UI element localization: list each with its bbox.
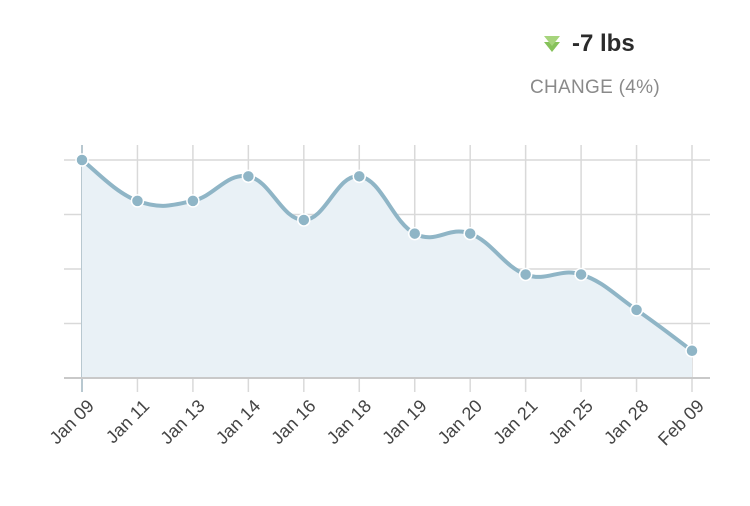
weight-delta-value: -7 lbs [572, 30, 635, 57]
data-point [186, 194, 200, 208]
x-tick-label: Jan 13 [156, 396, 208, 448]
x-tick-label: Jan 14 [212, 396, 264, 448]
delta-row: -7 lbs [540, 30, 635, 58]
x-tick-label: Feb 09 [654, 396, 708, 450]
down-arrow-icon [540, 32, 564, 56]
data-point [463, 226, 477, 241]
x-tick-label: Jan 19 [378, 396, 430, 448]
x-tick-label: Jan 18 [323, 396, 375, 448]
x-tick-label: Jan 11 [102, 396, 153, 447]
x-tick-label: Jan 25 [545, 396, 597, 448]
data-point [574, 267, 588, 282]
change-percent-label: CHANGE (4%) [530, 77, 660, 98]
weight-change-summary: -7 lbs CHANGE (4%) [510, 26, 750, 106]
area-fill [82, 160, 692, 378]
data-point [685, 344, 699, 358]
data-point [75, 153, 89, 167]
data-point [629, 303, 644, 317]
data-point [518, 267, 533, 282]
x-tick-label: Jan 20 [434, 396, 486, 448]
data-point [407, 226, 422, 241]
data-point [130, 194, 145, 208]
x-tick-label: Jan 28 [600, 396, 652, 448]
data-point [352, 169, 367, 184]
x-tick-label: Jan 16 [267, 396, 319, 448]
data-point [241, 169, 256, 184]
data-point [297, 213, 311, 227]
x-tick-label: Jan 21 [489, 396, 541, 448]
x-tick-label: Jan 09 [46, 396, 98, 448]
